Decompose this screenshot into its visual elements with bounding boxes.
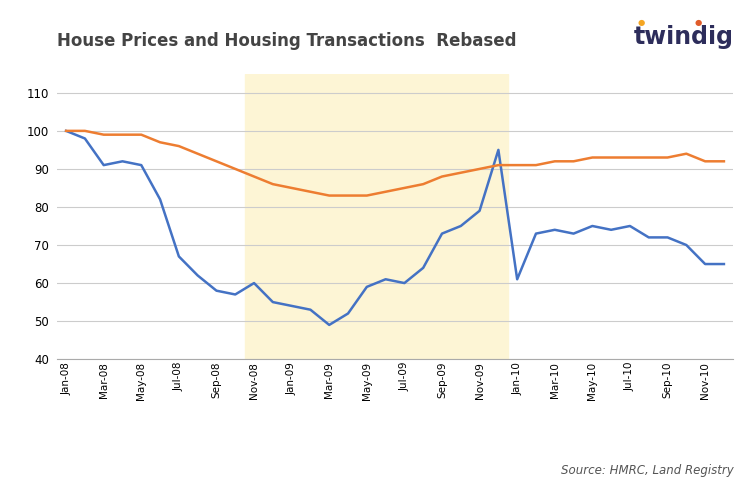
Housing transactions <box>419 265 428 271</box>
Housing transactions <box>569 231 578 237</box>
Bar <box>245 74 508 359</box>
Housing transactions <box>268 299 277 305</box>
Housing transactions <box>324 322 333 328</box>
House Prices <box>231 166 240 172</box>
House Prices <box>457 170 466 176</box>
House Prices <box>663 154 672 160</box>
Housing transactions <box>212 288 221 294</box>
Housing transactions <box>156 196 165 202</box>
Housing transactions <box>231 292 240 298</box>
Housing transactions <box>61 128 70 134</box>
House Prices <box>193 151 202 156</box>
Line: House Prices: House Prices <box>66 131 724 195</box>
Housing transactions <box>438 231 447 237</box>
Housing transactions <box>99 162 108 168</box>
Housing transactions <box>381 277 390 282</box>
Housing transactions <box>531 231 541 237</box>
Housing transactions <box>644 235 653 241</box>
House Prices <box>80 128 89 134</box>
House Prices <box>550 158 559 164</box>
Housing transactions <box>550 227 559 233</box>
House Prices <box>381 189 390 195</box>
House Prices <box>61 128 70 134</box>
House Prices <box>99 132 108 138</box>
Text: ●: ● <box>637 18 645 27</box>
House Prices <box>137 132 146 138</box>
House Prices <box>625 154 634 160</box>
House Prices <box>513 162 522 168</box>
House Prices <box>287 185 296 191</box>
Housing transactions <box>720 261 729 267</box>
Housing transactions <box>475 208 484 214</box>
Housing transactions <box>588 223 597 229</box>
Housing transactions <box>287 303 296 309</box>
House Prices <box>419 181 428 187</box>
House Prices <box>475 166 484 172</box>
Housing transactions <box>118 158 127 164</box>
Housing transactions <box>494 147 503 153</box>
House Prices <box>268 181 277 187</box>
House Prices <box>494 162 503 168</box>
Text: Source: HMRC, Land Registry: Source: HMRC, Land Registry <box>560 464 733 477</box>
Housing transactions <box>175 253 184 259</box>
House Prices <box>212 158 221 164</box>
Housing transactions <box>80 135 89 141</box>
House Prices <box>343 192 352 198</box>
Housing transactions <box>193 273 202 278</box>
Housing transactions <box>137 162 146 168</box>
Text: twindig: twindig <box>634 25 733 49</box>
House Prices <box>644 154 653 160</box>
House Prices <box>118 132 127 138</box>
Housing transactions <box>343 310 352 316</box>
House Prices <box>720 158 729 164</box>
Line: Housing transactions: Housing transactions <box>66 131 724 325</box>
Housing transactions <box>701 261 710 267</box>
House Prices <box>249 174 259 180</box>
Housing transactions <box>249 280 259 286</box>
Housing transactions <box>663 235 672 241</box>
House Prices <box>306 189 315 195</box>
Text: ●: ● <box>695 18 702 27</box>
Housing transactions <box>606 227 615 233</box>
Housing transactions <box>400 280 409 286</box>
Housing transactions <box>625 223 634 229</box>
Text: House Prices and Housing Transactions  Rebased: House Prices and Housing Transactions Re… <box>57 32 516 50</box>
House Prices <box>701 158 710 164</box>
Housing transactions <box>362 284 371 290</box>
House Prices <box>682 151 691 156</box>
House Prices <box>400 185 409 191</box>
House Prices <box>531 162 541 168</box>
House Prices <box>156 139 165 145</box>
Housing transactions <box>306 307 315 312</box>
Housing transactions <box>513 277 522 282</box>
House Prices <box>324 192 333 198</box>
House Prices <box>362 192 371 198</box>
House Prices <box>438 174 447 180</box>
Housing transactions <box>682 242 691 248</box>
House Prices <box>175 143 184 149</box>
House Prices <box>588 154 597 160</box>
House Prices <box>606 154 615 160</box>
Housing transactions <box>457 223 466 229</box>
House Prices <box>569 158 578 164</box>
